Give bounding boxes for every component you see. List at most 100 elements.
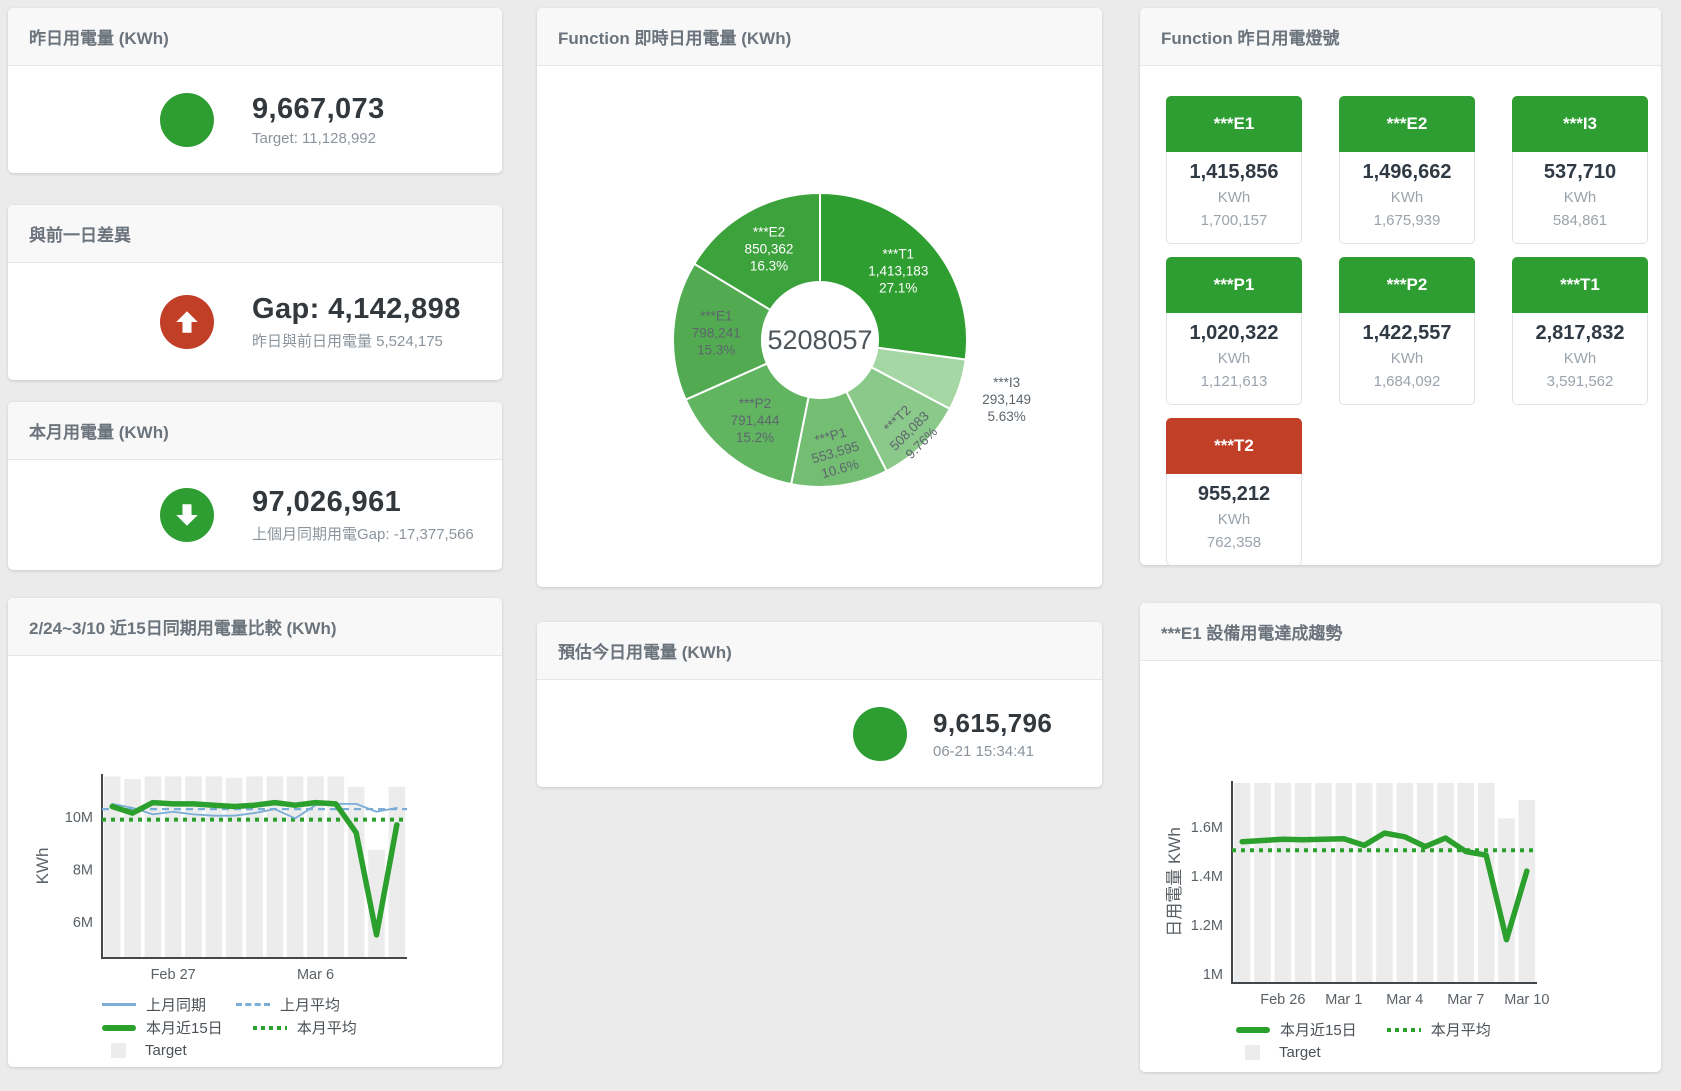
card-yesterday-usage: 昨日用電量 (KWh) 9,667,073 Target: 11,128,992 <box>8 8 502 173</box>
month-usage-subtext: 上個月同期用電Gap: -17,377,566 <box>252 526 474 543</box>
legend-target[interactable]: Target <box>145 1042 187 1059</box>
month-usage-value: 97,026,961 <box>252 486 402 518</box>
function-tile-E1[interactable]: ***E1 1,415,856 KWh 1,700,157 <box>1166 96 1302 244</box>
function-tile-E2[interactable]: ***E2 1,496,662 KWh 1,675,939 <box>1339 96 1475 244</box>
svg-text:798,241: 798,241 <box>692 325 741 340</box>
card-prev-day-gap: 與前一日差異 Gap: 4,142,898 昨日與前日用電量 5,524,175 <box>8 205 502 380</box>
function-tile-T2[interactable]: ***T2 955,212 KWh 762,358 <box>1166 418 1302 565</box>
tile-value: 1,020,322 <box>1189 322 1279 344</box>
function-tile-I3[interactable]: ***I3 537,710 KWh 584,861 <box>1512 96 1648 244</box>
svg-text:***E1: ***E1 <box>700 308 732 323</box>
svg-text:***E2: ***E2 <box>753 224 785 239</box>
tile-name-badge: ***P2 <box>1339 257 1475 313</box>
card-month-usage-title: 本月用電量 (KWh) <box>8 402 502 460</box>
tile-value: 955,212 <box>1197 483 1271 505</box>
card-yesterday-title: 昨日用電量 (KWh) <box>8 8 502 66</box>
target-bar <box>307 776 324 958</box>
legend-green-dots-icon <box>1386 1027 1421 1032</box>
x-tick-label: Feb 26 <box>1260 992 1305 1008</box>
donut-slice-E2[interactable] <box>692 191 821 312</box>
card-15day-comparison-title: 2/24~3/10 近15日同期用電量比較 (KWh) <box>8 598 502 656</box>
target-bar <box>1477 782 1495 983</box>
legend-blue-dash-icon <box>236 1003 271 1006</box>
target-bar <box>1335 782 1353 983</box>
month-usage-kpi: 97,026,961 上個月同期用電Gap: -17,377,566 <box>8 460 502 570</box>
svg-text:15.3%: 15.3% <box>697 342 735 357</box>
card-estimated-today: 預估今日用電量 (KWh) 9,615,796 06-21 15:34:41 <box>537 622 1102 787</box>
target-bar <box>185 776 202 958</box>
card-realtime-usage-title: Function 即時日用電量 (KWh) <box>537 8 1102 66</box>
tile-target-value: 584,861 <box>1552 211 1608 229</box>
axis-lines <box>101 774 407 959</box>
function-tile-T1[interactable]: ***T1 2,817,832 KWh 3,591,562 <box>1512 257 1648 405</box>
card-month-usage: 本月用電量 (KWh) 97,026,961 上個月同期用電Gap: -17,3… <box>8 402 502 570</box>
svg-text:850,362: 850,362 <box>745 241 794 256</box>
legend-target[interactable]: Target <box>1279 1044 1321 1061</box>
donut-chart-svg[interactable]: ***T1 1,413,183 27.1% ***I3 293,149 5.63% ***T… <box>537 66 1102 587</box>
trend-chart-body: 1M 1.2M 1.4M 1.6M 日用電量 KWh Feb 26 Mar 1 Mar 4 Ma… <box>1140 661 1661 1064</box>
tile-body: 2,817,832 KWh 3,591,562 <box>1512 313 1648 405</box>
target-bar <box>124 779 141 958</box>
x-tick-label: Mar 6 <box>297 967 334 983</box>
tile-unit: KWh <box>1563 350 1597 367</box>
series-line <box>1239 830 1530 943</box>
donut-slice-label: ***E1 798,241 15.3% <box>692 308 741 357</box>
function-tile-P1[interactable]: ***P1 1,020,322 KWh 1,121,613 <box>1166 257 1302 405</box>
x-tick-label: Mar 10 <box>1504 992 1549 1008</box>
y-axis-label: 日用電量 KWh <box>1165 827 1184 937</box>
card-e1-trend: ***E1 設備用電達成趨勢 1M 1.2M 1.4M 1.6M 日用電量 KWh Feb… <box>1140 603 1661 1072</box>
svg-text:***P2: ***P2 <box>739 396 771 411</box>
target-bar <box>1376 782 1393 983</box>
legend-this-month-average[interactable]: 本月平均 <box>1430 1022 1491 1039</box>
estimated-today-value: 9,615,796 <box>933 707 1053 738</box>
svg-text:27.1%: 27.1% <box>879 281 917 296</box>
target-bar <box>1254 782 1271 983</box>
target-bar <box>205 776 223 958</box>
donut-slice-T1[interactable] <box>819 191 968 361</box>
svg-text:***T1: ***T1 <box>883 247 915 262</box>
estimated-today-timestamp: 06-21 15:34:41 <box>933 742 1034 760</box>
tile-target-value: 1,121,613 <box>1200 372 1268 390</box>
target-bar <box>1294 782 1312 983</box>
trend-chart-svg[interactable]: 1M 1.2M 1.4M 1.6M 日用電量 KWh Feb 26 Mar 1 Mar 4 Ma… <box>1140 661 1661 1013</box>
green-status-circle-icon <box>853 706 907 761</box>
legend-this-month-average[interactable]: 本月平均 <box>296 1020 357 1037</box>
y-tick-label: 10M <box>65 810 93 826</box>
legend-green-dots-icon <box>252 1025 287 1030</box>
tile-name-badge: ***P1 <box>1166 257 1302 313</box>
svg-text:1,413,183: 1,413,183 <box>868 264 928 279</box>
legend-this-month-15d[interactable]: 本月近15日 <box>1280 1022 1357 1039</box>
legend-this-month-15d[interactable]: 本月近15日 <box>146 1020 223 1037</box>
card-e1-trend-title: ***E1 設備用電達成趨勢 <box>1140 603 1661 661</box>
donut-slice-P2[interactable] <box>684 362 810 486</box>
target-bar <box>144 776 162 958</box>
svg-text:15.2%: 15.2% <box>736 430 774 445</box>
tile-body: 1,422,557 KWh 1,684,092 <box>1339 313 1475 405</box>
target-bar <box>1396 782 1414 983</box>
prev-day-gap-kpi: Gap: 4,142,898 昨日與前日用電量 5,524,175 <box>8 263 502 380</box>
x-tick-label: Feb 27 <box>151 967 196 983</box>
donut-slice-E1[interactable] <box>672 262 772 402</box>
card-15day-comparison: 2/24~3/10 近15日同期用電量比較 (KWh) 6M 8M 10M KWh Fe… <box>8 598 502 1067</box>
estimated-today-kpi: 9,615,796 06-21 15:34:41 <box>537 680 1102 787</box>
legend-last-month-period[interactable]: 上月同期 <box>146 997 207 1014</box>
card-function-lights: Function 昨日用電燈號 ***E1 1,415,856 KWh 1,700,1… <box>1140 8 1661 565</box>
tile-name-badge: ***T2 <box>1166 418 1302 474</box>
legend-green-line-icon <box>1236 1026 1270 1033</box>
target-bar <box>225 777 243 958</box>
x-tick-label: Mar 7 <box>1447 992 1484 1008</box>
trend-chart-legend: 本月近15日 本月平均 Target <box>1140 1018 1661 1064</box>
tile-unit: KWh <box>1390 350 1424 367</box>
target-bar <box>327 776 345 958</box>
legend-last-month-average[interactable]: 上月平均 <box>280 997 341 1014</box>
target-bar <box>388 786 406 958</box>
svg-text:5.63%: 5.63% <box>987 409 1025 424</box>
target-bar <box>1355 782 1373 983</box>
target-bar <box>1498 818 1515 983</box>
target-bar <box>1457 782 1475 983</box>
card-realtime-usage-donut: Function 即時日用電量 (KWh) ***T1 1,413,183 27.1… <box>537 8 1102 587</box>
function-tile-P2[interactable]: ***P2 1,422,557 KWh 1,684,092 <box>1339 257 1475 405</box>
target-bar <box>103 776 121 958</box>
compare-chart-svg[interactable]: 6M 8M 10M KWh Feb 27 Mar 6 <box>8 656 502 988</box>
